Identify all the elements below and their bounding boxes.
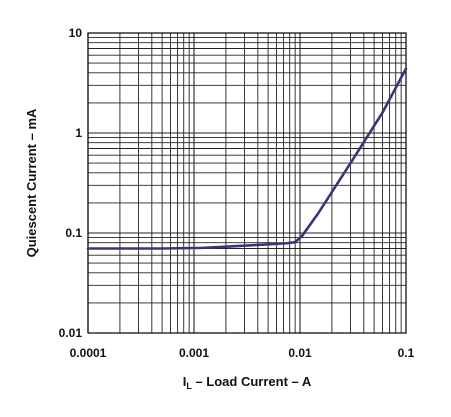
x-tick-labels: 0.0001 0.001 0.01 0.1: [70, 346, 415, 360]
y-tick-labels: 0.01 0.1 1 10: [59, 26, 83, 340]
y-tick-label: 0.1: [65, 226, 82, 240]
x-tick-label: 0.1: [398, 346, 415, 360]
x-axis-label-rest: – Load Current – A: [192, 374, 312, 389]
y-tick-label: 1: [75, 126, 82, 140]
grid: [87, 33, 406, 334]
x-axis-label-subscript: L: [186, 381, 192, 391]
x-axis-label: IL – Load Current – A: [183, 374, 312, 391]
series-line: [86, 67, 408, 250]
x-tick-label: 0.01: [288, 346, 312, 360]
x-axis-label-main: I: [183, 374, 187, 389]
x-tick-label: 0.001: [179, 346, 209, 360]
y-tick-label: 0.01: [59, 326, 83, 340]
x-tick-label: 0.0001: [70, 346, 107, 360]
y-axis-label: Quiescent Current – mA: [24, 108, 39, 257]
y-tick-label: 10: [69, 26, 83, 40]
plot-frame: [87, 32, 407, 334]
